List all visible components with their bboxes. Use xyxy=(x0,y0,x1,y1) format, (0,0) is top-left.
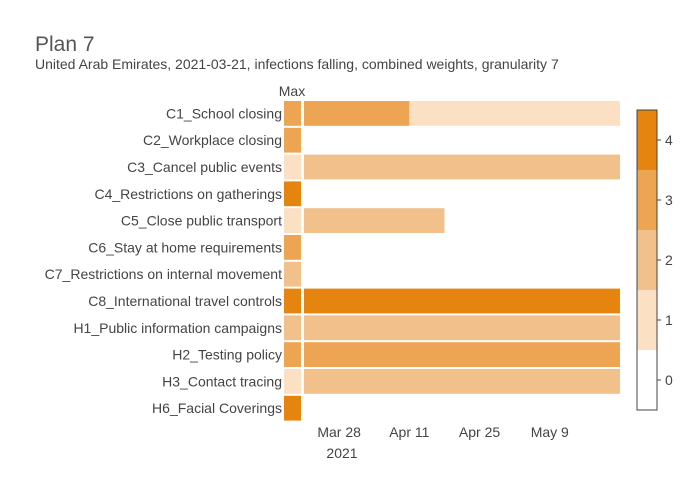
row-label: H2_Testing policy xyxy=(172,347,282,363)
max-cell xyxy=(284,235,301,260)
x-tick-label: Mar 28 xyxy=(317,424,361,440)
max-cell xyxy=(284,181,301,207)
colorbar: 0 1 2 3 4 xyxy=(636,109,673,411)
row-label: C1_School closing xyxy=(166,105,282,121)
max-cell xyxy=(284,261,301,287)
heatmap-cell xyxy=(304,315,620,341)
colorbar-tick-label: 1 xyxy=(665,312,673,328)
max-cell xyxy=(284,208,301,233)
max-cell xyxy=(284,154,301,180)
colorbar-tick-label: 3 xyxy=(665,192,673,208)
heatmap-cell xyxy=(304,288,620,314)
colorbar-segment xyxy=(637,350,657,410)
colorbar-segment xyxy=(637,170,657,230)
colorbar-tick-label: 2 xyxy=(665,252,673,268)
heatmap-cell xyxy=(304,369,620,394)
chart-subtitle: United Arab Emirates, 2021-03-21, infect… xyxy=(35,56,559,72)
heatmap-rows: C1_School closing C2_Workplace closing C3_… xyxy=(45,101,620,421)
row-label: C5_Close public transport xyxy=(121,213,282,229)
heatmap-cell xyxy=(409,101,620,126)
max-cell xyxy=(284,101,301,126)
x-axis: 2021 Mar 28 Apr 11 Apr 25 May 9 xyxy=(317,424,569,461)
row-label: C7_Restrictions on internal movement xyxy=(45,266,282,282)
x-tick-label: May 9 xyxy=(531,424,569,440)
row-label: C3_Cancel public events xyxy=(127,159,282,175)
heatmap-cell xyxy=(304,101,410,126)
max-cell xyxy=(284,369,301,394)
row-label: H1_Public information campaigns xyxy=(73,320,282,336)
row-label: H6_Facial Coverings xyxy=(152,400,282,416)
x-tick-label: Apr 25 xyxy=(459,424,500,440)
colorbar-segment xyxy=(637,230,657,290)
row-label: C8_International travel controls xyxy=(88,293,282,309)
heatmap-cell xyxy=(304,154,620,180)
row-label: H3_Contact tracing xyxy=(162,373,282,389)
heatmap-cell xyxy=(304,342,620,367)
max-cell xyxy=(284,127,301,153)
row-label: C2_Workplace closing xyxy=(143,132,282,148)
row-label: C4_Restrictions on gatherings xyxy=(94,186,282,202)
x-tick-label: Apr 11 xyxy=(389,424,429,440)
chart-title: Plan 7 xyxy=(35,33,95,56)
x-year-label: 2021 xyxy=(326,445,357,461)
colorbar-tick-label: 0 xyxy=(665,372,673,388)
max-column-label: Max xyxy=(279,83,305,99)
heatmap-cell xyxy=(304,208,445,233)
max-cell xyxy=(284,395,301,421)
max-cell xyxy=(284,342,301,367)
colorbar-segment xyxy=(637,290,657,350)
colorbar-segment xyxy=(637,110,657,170)
row-label: C6_Stay at home requirements xyxy=(88,239,282,255)
max-cell xyxy=(284,288,301,314)
colorbar-tick-label: 4 xyxy=(665,132,673,148)
max-cell xyxy=(284,315,301,341)
